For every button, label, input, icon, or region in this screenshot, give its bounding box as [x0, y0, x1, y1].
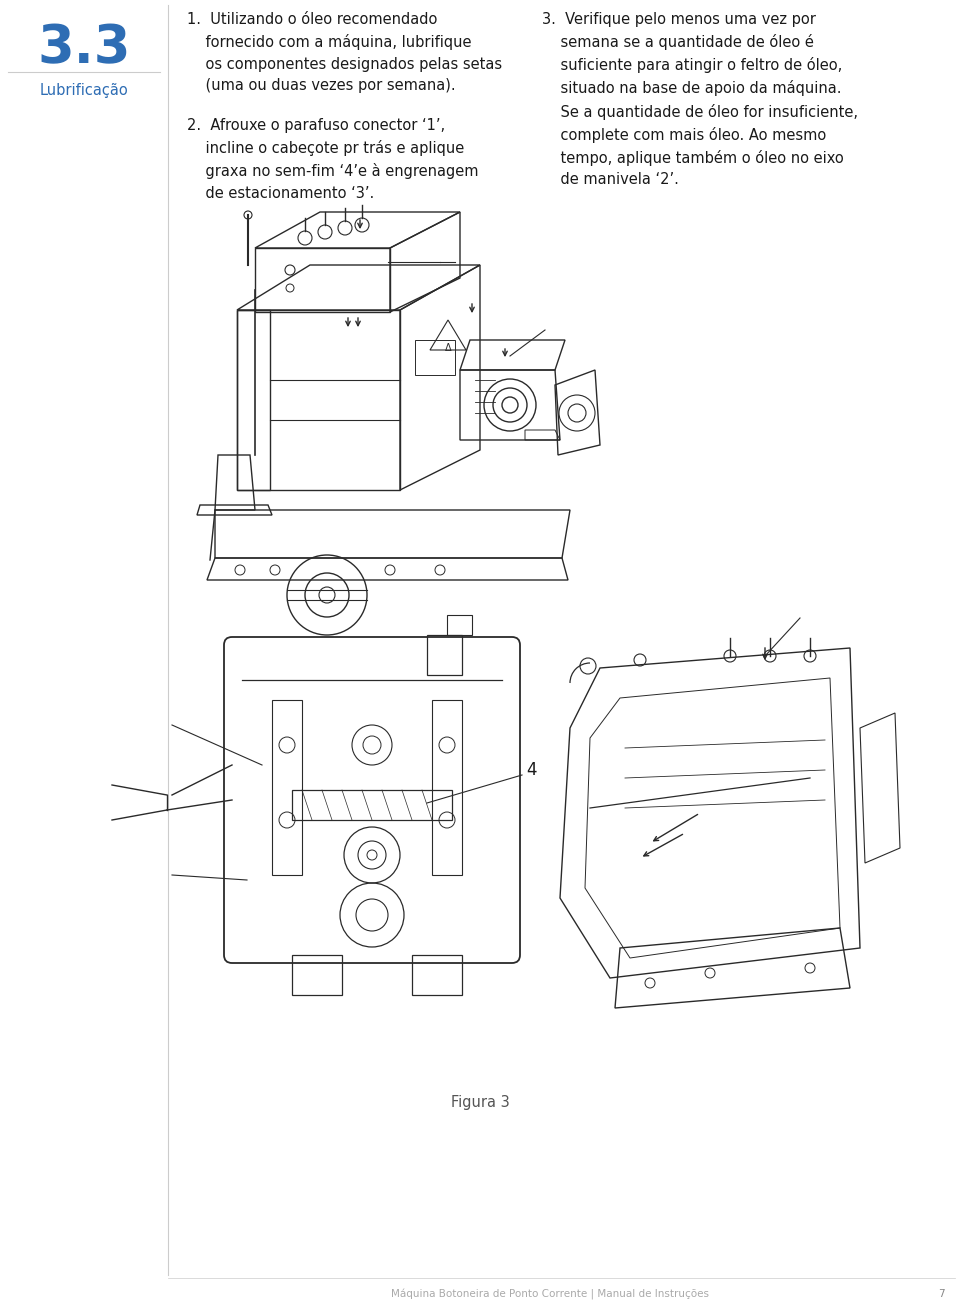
- Text: Δ: Δ: [444, 342, 451, 353]
- Text: 4: 4: [526, 761, 537, 779]
- Text: Figura 3: Figura 3: [450, 1095, 510, 1110]
- Text: 3.  Verifique pelo menos uma vez por
    semana se a quantidade de óleo é
    su: 3. Verifique pelo menos uma vez por sema…: [542, 12, 858, 187]
- Text: 3.3: 3.3: [37, 22, 131, 74]
- Text: Lubrificação: Lubrificação: [39, 82, 129, 98]
- Text: 1.  Utilizando o óleo recomendado
    fornecido com a máquina, lubrifique
    os: 1. Utilizando o óleo recomendado forneci…: [187, 12, 502, 93]
- Text: 2.  Afrouxe o parafuso conector ‘1’,
    incline o cabeçote pr trás e aplique
  : 2. Afrouxe o parafuso conector ‘1’, incl…: [187, 118, 479, 201]
- Text: 7: 7: [938, 1289, 945, 1299]
- Text: Máquina Botoneira de Ponto Corrente | Manual de Instruções: Máquina Botoneira de Ponto Corrente | Ma…: [391, 1289, 709, 1300]
